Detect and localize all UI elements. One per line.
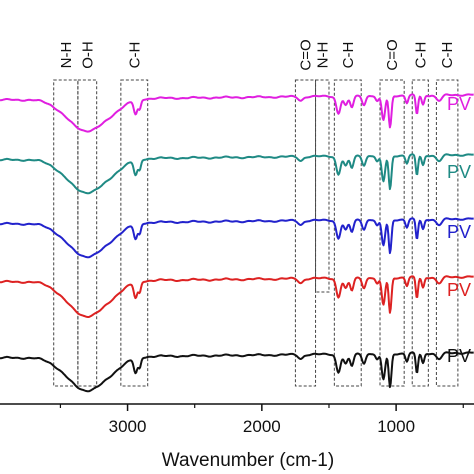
spectrum-line bbox=[0, 275, 474, 318]
x-ticks: 3000 2000 1000 bbox=[59, 404, 464, 436]
band-label: O-H bbox=[79, 41, 96, 69]
series-labels: PV PV PV PV PV bbox=[447, 94, 471, 366]
band-label: C=O bbox=[297, 39, 314, 70]
band-label: C-H bbox=[439, 42, 456, 69]
spectrum-line bbox=[0, 351, 474, 393]
band-region-box bbox=[77, 79, 98, 387]
spectrum-line bbox=[0, 153, 474, 195]
band-label: C-H bbox=[412, 42, 429, 69]
x-tick-label: 2000 bbox=[243, 417, 281, 436]
spectra bbox=[0, 93, 474, 393]
band-label: C-H bbox=[340, 42, 357, 69]
spectrum-line bbox=[0, 93, 474, 133]
band-label: N-H bbox=[314, 42, 331, 69]
x-tick-label: 3000 bbox=[109, 417, 147, 436]
band-label: C-H bbox=[126, 42, 143, 69]
band-region-box bbox=[379, 79, 405, 387]
band-region-box bbox=[411, 79, 429, 387]
band-label: N-H bbox=[58, 42, 75, 69]
series-label: PV bbox=[447, 280, 471, 300]
band-region-box bbox=[315, 79, 330, 293]
series-label: PV bbox=[447, 346, 471, 366]
x-tick-label: 1000 bbox=[377, 417, 415, 436]
band-region-box bbox=[435, 79, 459, 387]
series-label: PV bbox=[447, 162, 471, 182]
series-label: PV bbox=[447, 94, 471, 114]
band-boxes: N-H O-H C-H C=O N-H C-H C=O C-H C-H bbox=[53, 39, 459, 387]
band-label: C=O bbox=[384, 39, 401, 70]
band-region-box bbox=[294, 79, 317, 387]
band-region-box bbox=[333, 79, 362, 387]
spectrum-line bbox=[0, 217, 474, 259]
series-label: PV bbox=[447, 222, 471, 242]
x-axis-title: Wavenumber (cm-1) bbox=[162, 450, 334, 471]
